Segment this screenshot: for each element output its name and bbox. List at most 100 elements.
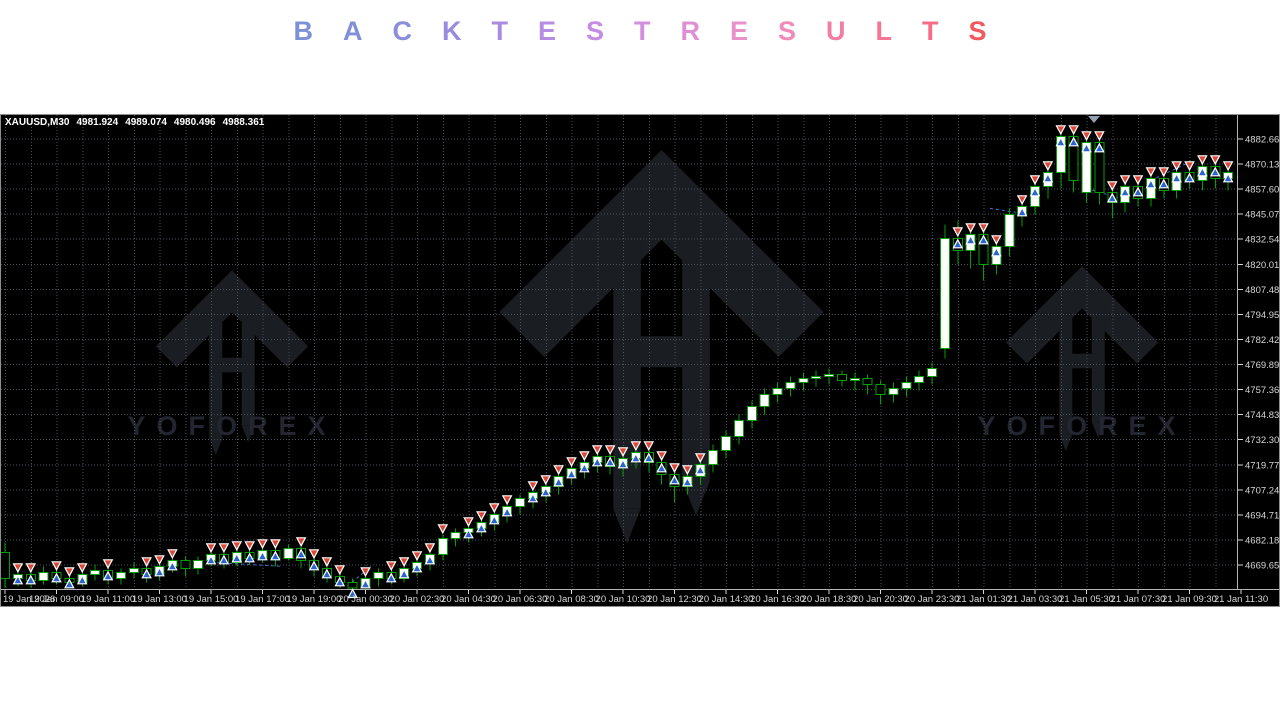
title-letter: T: [922, 16, 939, 46]
sell-marker-icon: [334, 565, 346, 576]
time-tick-label: 20 Jan 14:30: [699, 594, 754, 605]
title-letter: S: [968, 16, 987, 46]
candle-body: [115, 571, 126, 579]
sell-marker-icon: [295, 537, 307, 548]
title-letter: T: [491, 16, 508, 46]
buy-marker-icon: [141, 568, 152, 579]
candle-body: [798, 377, 809, 383]
price-tick-label: 4857.600: [1245, 185, 1279, 196]
sell-marker-icon: [694, 453, 706, 464]
title-letter: E: [729, 16, 748, 46]
sell-marker-icon: [64, 567, 75, 578]
candle-body: [914, 375, 925, 383]
buy-marker-icon: [167, 560, 178, 571]
candlestick-plot[interactable]: YOFOREX YOFOREX 4882.660 4870.130 4857.600 48…: [1, 115, 1279, 606]
sell-marker-icon: [244, 541, 255, 552]
buy-marker-icon: [218, 554, 230, 565]
price-tick-label: 4744.830: [1245, 410, 1279, 421]
candle-body: [1068, 135, 1079, 181]
buy-marker-icon: [965, 234, 976, 245]
sell-marker-icon: [1197, 155, 1208, 166]
sell-marker-icon: [1209, 155, 1221, 166]
sell-marker-icon: [965, 223, 976, 234]
candle-body: [708, 449, 719, 465]
watermark-logo: [499, 149, 824, 544]
time-tick-label: 21 Jan 07:30: [1111, 594, 1166, 605]
sell-marker-icon: [591, 445, 603, 456]
sell-marker-icon: [308, 549, 320, 560]
price-tick-label: 4870.130: [1245, 160, 1279, 171]
title-letter: K: [441, 16, 462, 46]
buy-marker-icon: [1055, 136, 1067, 147]
time-tick-label: 20 Jan 16:30: [750, 594, 805, 605]
buy-marker-icon: [978, 234, 989, 245]
sell-marker-icon: [1106, 181, 1118, 192]
sell-marker-icon: [1068, 125, 1079, 136]
time-tick-label: 20 Jan 23:30: [905, 594, 960, 605]
buy-marker-icon: [553, 476, 564, 487]
candle-body: [824, 373, 834, 377]
time-tick-label: 21 Jan 09:30: [1162, 594, 1217, 605]
sell-marker-icon: [1145, 167, 1157, 178]
candle-body: [772, 387, 783, 395]
sell-marker-icon: [218, 543, 230, 554]
sell-marker-icon: [501, 495, 513, 506]
sell-marker-icon: [553, 465, 564, 476]
time-tick-label: 21 Jan 03:30: [1008, 594, 1063, 605]
buy-marker-icon: [579, 462, 590, 473]
buy-marker-icon: [244, 552, 255, 563]
price-tick-label: 4682.180: [1245, 535, 1279, 546]
title-letter: A: [342, 16, 363, 46]
sell-marker-icon: [566, 457, 577, 468]
buy-marker-icon: [385, 572, 397, 583]
sell-marker-icon: [1016, 195, 1028, 206]
watermark-logo: [155, 270, 309, 455]
time-tick-label: 19 Jan 09:00: [29, 594, 84, 605]
buy-marker-icon: [102, 570, 114, 581]
sell-marker-icon: [1055, 125, 1067, 136]
buy-marker-icon: [1119, 186, 1131, 197]
buy-marker-icon: [1222, 172, 1234, 183]
time-tick-label: 20 Jan 00:30: [338, 594, 393, 605]
candle-body: [721, 435, 731, 451]
time-tick-label: 20 Jan 06:30: [493, 594, 548, 605]
candle-body: [939, 237, 950, 349]
sell-marker-icon: [682, 465, 693, 476]
price-tick-label: 4782.420: [1245, 335, 1279, 346]
time-tick-label: 20 Jan 10:30: [596, 594, 651, 605]
candle-body: [978, 233, 989, 265]
ohlc-high: 4989.074: [125, 117, 167, 128]
title-letter: L: [875, 16, 893, 46]
sell-marker-icon: [167, 549, 178, 560]
chart-window: XAUUSD,M30 4981.924 4989.074 4980.496 4988.3…: [0, 114, 1280, 607]
buy-marker-icon: [1171, 172, 1182, 183]
buy-marker-icon: [25, 574, 37, 585]
sell-marker-icon: [321, 557, 333, 568]
buy-marker-icon: [1029, 186, 1041, 197]
buy-marker-icon: [231, 552, 243, 563]
time-tick-label: 20 Jan 04:30: [441, 594, 496, 605]
bar-position-triangle-icon: [1088, 116, 1100, 123]
buy-marker-icon: [463, 528, 474, 539]
candle-body: [450, 531, 461, 539]
sell-marker-icon: [1094, 131, 1105, 142]
chart-header: XAUUSD,M30 4981.924 4989.074 4980.496 4988.3…: [5, 117, 271, 128]
sell-marker-icon: [205, 543, 217, 554]
buy-marker-icon: [501, 506, 513, 517]
time-tick-label: 19 Jan 17:00: [235, 594, 290, 605]
time-tick-label: 19 Jan 15:00: [184, 594, 239, 605]
time-tick-label: 20 Jan 12:30: [647, 594, 702, 605]
buy-marker-icon: [591, 456, 603, 467]
price-tick-label: 4757.360: [1245, 385, 1279, 396]
sell-marker-icon: [579, 451, 590, 462]
sell-marker-icon: [76, 563, 88, 574]
sell-marker-icon: [51, 561, 62, 572]
price-tick-label: 4669.650: [1245, 561, 1279, 572]
sell-marker-icon: [154, 555, 165, 566]
sell-marker-icon: [12, 563, 24, 574]
buy-marker-icon: [617, 458, 629, 469]
sell-marker-icon: [527, 481, 539, 492]
time-tick-label: 20 Jan 20:30: [853, 594, 908, 605]
candle-body: [927, 367, 937, 377]
candle-body: [1004, 213, 1015, 247]
